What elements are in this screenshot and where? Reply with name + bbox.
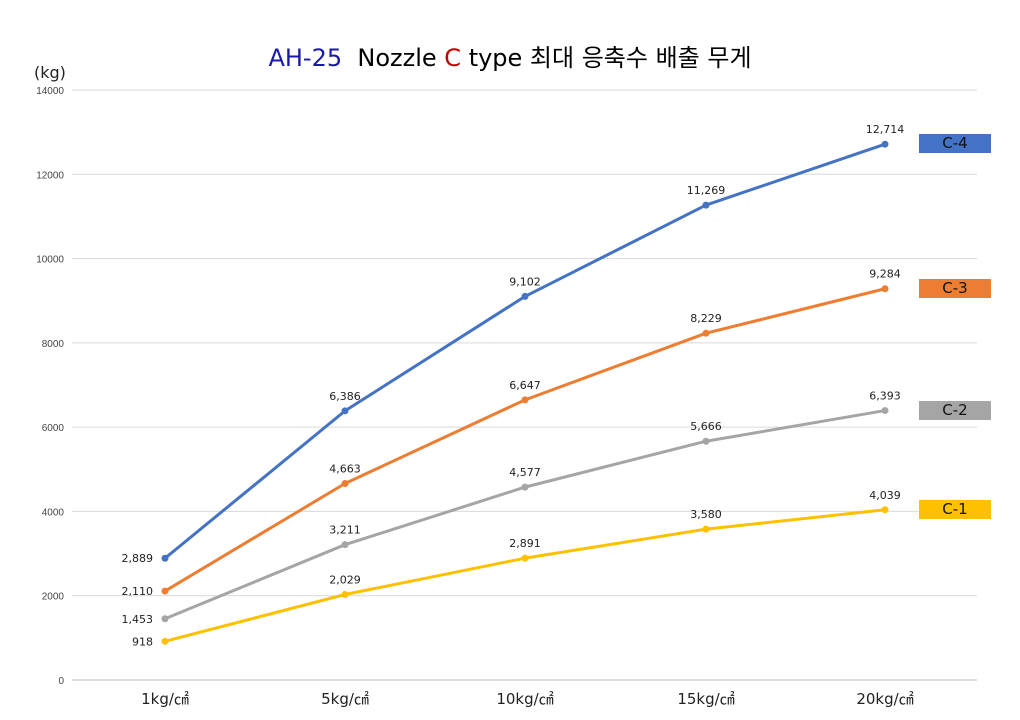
data-point: [161, 615, 169, 623]
y-tick-label: 4000: [42, 507, 65, 518]
data-label: 1,453: [122, 613, 154, 626]
y-tick-label: 0: [58, 676, 64, 687]
data-label: 4,577: [509, 466, 541, 479]
data-point: [881, 506, 889, 514]
legend-badge-c-3: C-3: [919, 278, 991, 298]
data-point: [521, 396, 529, 404]
data-point: [161, 554, 169, 562]
title-part-model: AH-25: [268, 44, 343, 72]
data-point: [702, 525, 710, 533]
data-point: [521, 483, 529, 491]
data-label: 9,284: [869, 268, 901, 281]
data-label: 5,666: [690, 420, 722, 433]
data-point: [341, 541, 349, 549]
data-label: 2,110: [122, 585, 154, 598]
data-point: [161, 587, 169, 595]
data-point: [341, 479, 349, 487]
data-label: 6,386: [329, 390, 361, 403]
data-point: [521, 292, 529, 300]
title-part-type-letter: C: [444, 44, 462, 72]
data-label: 6,647: [509, 379, 541, 392]
data-label: 11,269: [687, 184, 726, 197]
title-part-description: type 최대 응축수 배출 무게: [468, 44, 752, 72]
title-part-nozzle: Nozzle: [357, 44, 437, 72]
x-tick-label: 15kg/㎠: [677, 690, 734, 708]
data-point: [161, 637, 169, 645]
data-label: 3,211: [329, 524, 361, 537]
y-tick-label: 6000: [42, 423, 65, 434]
data-label: 3,580: [690, 508, 722, 521]
chart-title: AH-25 Nozzle C type 최대 응축수 배출 무게: [0, 38, 1020, 73]
data-point: [881, 407, 889, 415]
y-tick-label: 10000: [36, 255, 64, 266]
y-axis-unit-label: (kg): [34, 63, 66, 82]
series-line-C-2: [164, 409, 886, 621]
y-tick-label: 2000: [42, 592, 65, 603]
data-point: [881, 140, 889, 148]
series-line-C-4: [164, 142, 886, 560]
data-label: 4,663: [329, 462, 361, 475]
data-point: [702, 329, 710, 337]
y-tick-label: 12000: [36, 170, 64, 181]
data-point: [702, 201, 710, 209]
data-point: [702, 437, 710, 445]
y-tick-label: 8000: [42, 339, 65, 350]
x-tick-label: 5kg/㎠: [321, 690, 369, 708]
x-tick-label: 10kg/㎠: [496, 690, 553, 708]
data-label: 2,029: [329, 573, 361, 586]
data-label: 8,229: [690, 312, 722, 325]
y-tick-label: 14000: [36, 86, 64, 97]
data-label: 4,039: [869, 489, 901, 502]
x-tick-label: 20kg/㎠: [856, 690, 913, 708]
data-label: 2,891: [509, 537, 541, 550]
data-label: 2,889: [122, 552, 154, 565]
data-label: 9,102: [509, 275, 541, 288]
data-point: [521, 554, 529, 562]
legend-badge-c-2: C-2: [919, 400, 991, 420]
legend-badge-c-4: C-4: [919, 134, 991, 154]
data-label: 6,393: [869, 390, 901, 403]
data-label: 12,714: [866, 123, 905, 136]
data-point: [341, 590, 349, 598]
legend-badge-c-1: C-1: [919, 499, 991, 519]
data-point: [881, 285, 889, 293]
x-tick-label: 1kg/㎠: [141, 690, 189, 708]
data-label: 918: [132, 635, 153, 648]
data-point: [341, 407, 349, 415]
